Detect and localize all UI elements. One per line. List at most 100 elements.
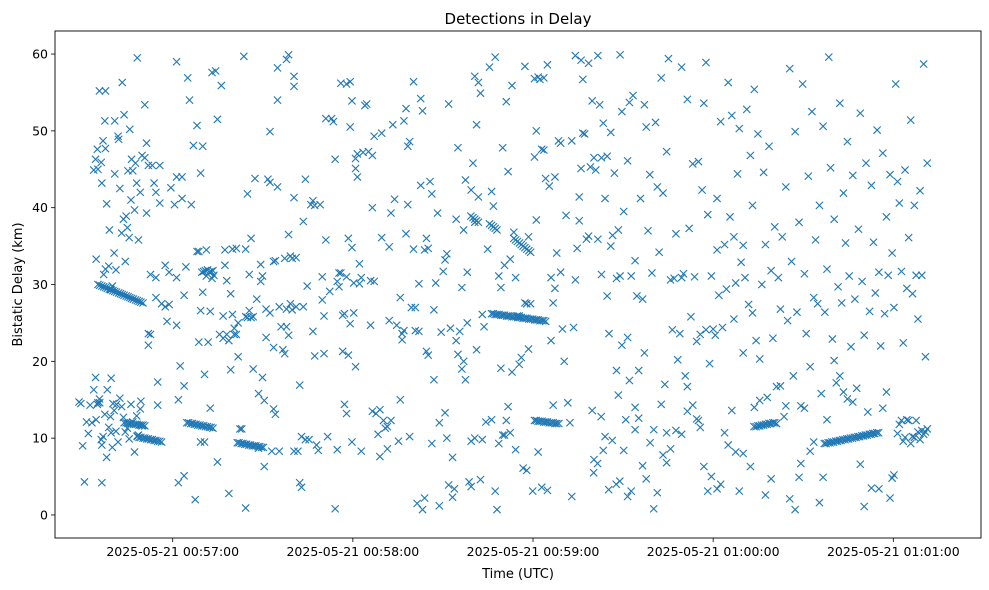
data-point	[217, 81, 226, 90]
data-point	[597, 412, 606, 421]
data-point	[685, 224, 694, 233]
data-point	[733, 169, 742, 178]
data-point	[657, 73, 666, 82]
data-point	[100, 410, 109, 419]
data-point	[426, 177, 435, 186]
data-point	[515, 312, 524, 320]
data-point	[329, 117, 338, 126]
data-point	[772, 419, 781, 428]
data-point	[696, 423, 705, 432]
data-point	[463, 318, 472, 327]
data-point	[133, 53, 142, 62]
data-point	[146, 270, 155, 279]
data-point	[550, 284, 559, 293]
data-point	[148, 161, 157, 170]
data-point	[420, 494, 429, 503]
data-point	[284, 230, 293, 239]
data-point	[111, 427, 120, 436]
data-point	[873, 126, 882, 135]
data-point	[923, 424, 932, 433]
data-point	[347, 96, 356, 105]
data-point	[750, 85, 759, 94]
data-point	[396, 395, 405, 404]
data-point	[321, 235, 330, 244]
data-point	[867, 484, 876, 493]
data-point	[114, 135, 123, 144]
data-point	[222, 276, 231, 285]
data-point	[333, 277, 342, 286]
data-point	[208, 424, 217, 433]
data-point	[645, 170, 654, 179]
data-point	[735, 487, 744, 496]
data-point	[206, 307, 215, 316]
data-point	[508, 81, 516, 90]
data-point	[835, 371, 844, 380]
data-point	[617, 107, 626, 116]
data-point	[662, 458, 671, 467]
data-point	[916, 186, 925, 195]
data-point	[770, 418, 779, 427]
data-point	[882, 212, 891, 221]
data-point	[128, 418, 137, 426]
data-point	[770, 222, 779, 231]
data-point	[524, 232, 533, 241]
data-point	[172, 273, 181, 282]
data-point	[444, 481, 453, 489]
data-point	[265, 308, 274, 317]
data-point	[865, 307, 874, 316]
data-point	[646, 438, 655, 447]
data-point	[526, 248, 535, 257]
data-point	[303, 282, 312, 291]
data-point	[552, 419, 561, 428]
data-point	[524, 345, 533, 354]
data-point	[677, 273, 686, 282]
data-point	[126, 400, 135, 409]
data-point	[101, 86, 110, 95]
data-point	[696, 330, 705, 339]
data-point	[843, 394, 852, 403]
data-point	[731, 278, 740, 287]
data-point	[427, 439, 436, 448]
data-point	[172, 321, 181, 330]
data-point	[625, 98, 634, 107]
data-point	[753, 129, 762, 138]
data-point	[383, 444, 392, 453]
data-point	[616, 50, 625, 59]
data-point	[305, 435, 314, 444]
data-point	[913, 315, 922, 324]
data-point	[703, 487, 712, 496]
data-point	[349, 308, 358, 317]
data-point	[338, 347, 347, 356]
data-point	[320, 349, 329, 358]
data-point	[452, 215, 461, 224]
data-point	[119, 413, 128, 422]
data-point	[629, 91, 637, 100]
data-point	[492, 225, 501, 234]
data-point	[573, 244, 582, 253]
data-point	[269, 343, 278, 352]
data-point	[220, 261, 229, 270]
data-point	[128, 166, 137, 175]
data-point	[815, 498, 824, 507]
data-point	[342, 409, 351, 418]
data-point	[161, 261, 170, 270]
data-point	[619, 446, 628, 455]
data-point	[739, 348, 748, 357]
data-point	[584, 232, 593, 241]
data-point	[76, 399, 85, 408]
data-point	[346, 77, 355, 86]
data-point	[89, 166, 98, 175]
data-point	[494, 439, 503, 448]
data-point	[273, 96, 282, 105]
data-point	[666, 444, 675, 453]
data-point	[107, 428, 116, 437]
data-point	[132, 179, 141, 188]
data-point	[511, 273, 520, 282]
data-point	[93, 145, 102, 154]
data-point	[720, 428, 729, 437]
data-point	[923, 159, 932, 168]
data-point	[558, 325, 567, 334]
data-point	[115, 184, 124, 193]
data-point	[239, 52, 248, 61]
